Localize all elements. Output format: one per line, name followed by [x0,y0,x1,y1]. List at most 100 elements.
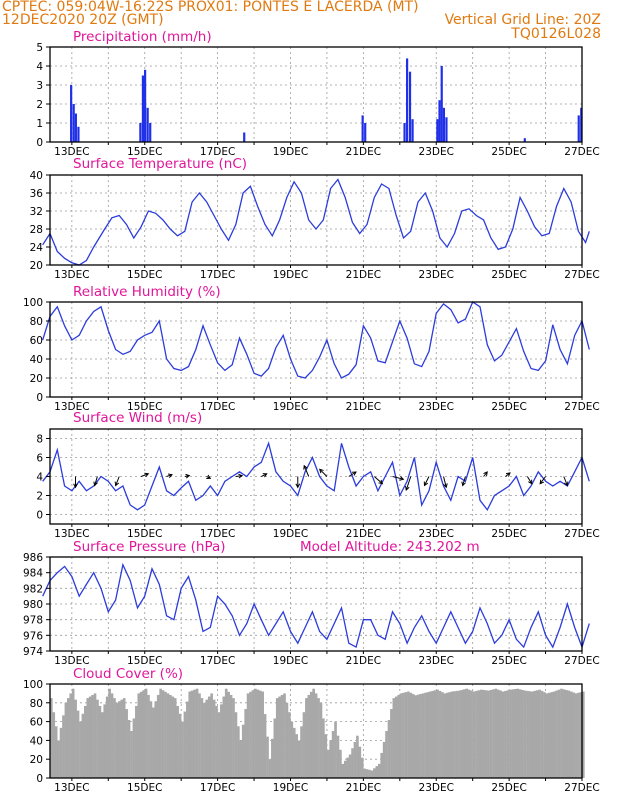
cloud-bar [414,695,418,778]
cloud-bar [290,721,294,778]
y-tick-label: 40 [30,735,43,747]
cloud-bar [113,698,116,778]
cloud-bar [579,692,583,778]
cloud-bar [545,693,549,778]
cloud-bar [518,689,522,778]
cloud-bar [448,692,452,778]
x-tick-label: 19DEC [273,146,308,158]
cloud-bar [103,704,107,778]
cloud-bar [74,699,77,778]
panel-title-cloud: Cloud Cover (%) [73,666,183,682]
wind-vector-head [483,471,488,477]
wind-vector-head [238,473,244,479]
cloud-bar [64,702,68,778]
precip-bar [72,104,75,142]
x-tick-label: 13DEC [54,528,89,540]
cloud-bar [212,699,216,778]
y-tick-label: 6 [36,453,43,465]
x-tick-label: 17DEC [200,269,235,281]
cloud-bar [479,689,483,778]
cloud-bar [334,721,337,778]
wind-vector [373,476,383,485]
precip-bar [436,119,439,142]
y-tick-label: 28 [30,224,43,236]
cloud-bar [91,694,94,778]
x-tick-label: 25DEC [491,528,526,540]
precip-bar [408,71,412,142]
cloud-bar [445,692,449,778]
x-tick-label: 17DEC [200,528,235,540]
wind-vector-head [262,473,268,478]
header-grid-note: Vertical Grid Line: 20Z [444,12,601,28]
cloud-bar [411,694,415,778]
cloud-bar [300,726,303,778]
x-tick-label: 17DEC [200,401,235,413]
cloud-bar [120,699,124,778]
cloud-bar [171,696,175,778]
cloud-bar [273,718,277,778]
precip-bar [438,100,441,142]
cloud-bar [543,692,546,778]
cloud-bar [268,759,272,778]
wind-vector [94,476,98,486]
temp-series-line [42,178,590,266]
panel-precip: 0 1 2 3 4 5 13DEC 15DEC 17DEC 19DEC 21DEC 23DEC 25DE… [36,29,599,158]
cloud-bar [220,704,223,778]
cloud-bar [552,691,556,778]
cloud-bar [380,752,384,778]
x-tick-label: 13DEC [54,146,89,158]
pres-series-line [42,562,590,650]
wind-vector [462,476,466,486]
cloud-bar [152,707,155,778]
wind-vector-head [303,464,308,470]
x-tick-label: 23DEC [419,528,454,540]
cloud-bar [305,698,308,778]
cloud-bar [356,735,359,778]
cloud-bar [132,718,136,778]
cloud-bar [183,711,187,778]
wind-vector-head [318,468,324,474]
cloud-bar [254,688,257,778]
panel-title-pres: Surface Pressure (hPa) [73,539,226,555]
wind-vector [303,465,310,477]
cloud-bar [86,698,90,778]
cloud-bar [62,715,65,778]
y-tick-label: 2 [36,99,43,111]
cloud-bar [385,731,388,778]
cloud-bar [329,740,332,778]
cloud-bar [314,693,318,778]
cloud-bar [569,691,573,778]
cloud-bar [149,701,153,778]
cloud-bar [96,699,99,778]
cloud-bar [232,698,235,778]
precip-bar [70,85,73,142]
panel-frame [49,174,583,266]
cloud-bar [110,693,114,778]
cloud-bar [69,693,73,778]
x-tick-label: 13DEC [54,782,89,794]
cloud-bar [533,690,537,778]
cloud-bar [365,769,369,778]
cloud-bar [506,690,510,778]
cloud-bar [431,690,435,778]
x-tick-label: 21DEC [346,655,381,667]
cloud-bar [458,690,461,778]
x-tick-label: 27DEC [564,401,599,413]
cloud-bar [353,741,357,778]
y-tick-label: 36 [30,188,44,200]
cloud-bar [234,712,238,778]
cloud-bar [450,691,454,778]
wind-vector-head [423,481,429,487]
x-tick-label: 13DEC [54,401,89,413]
x-tick-label: 27DEC [564,782,599,794]
cloud-bar [166,693,170,778]
wind-vector-head [528,479,533,485]
cloud-bar [526,690,529,778]
wind-vector [235,475,243,477]
cloud-bar [574,693,578,778]
cloud-bar [436,689,439,778]
cloud-bar [118,701,121,778]
cloud-bar [341,763,345,778]
cloud-bar [181,721,184,778]
x-tick-label: 15DEC [127,146,162,158]
